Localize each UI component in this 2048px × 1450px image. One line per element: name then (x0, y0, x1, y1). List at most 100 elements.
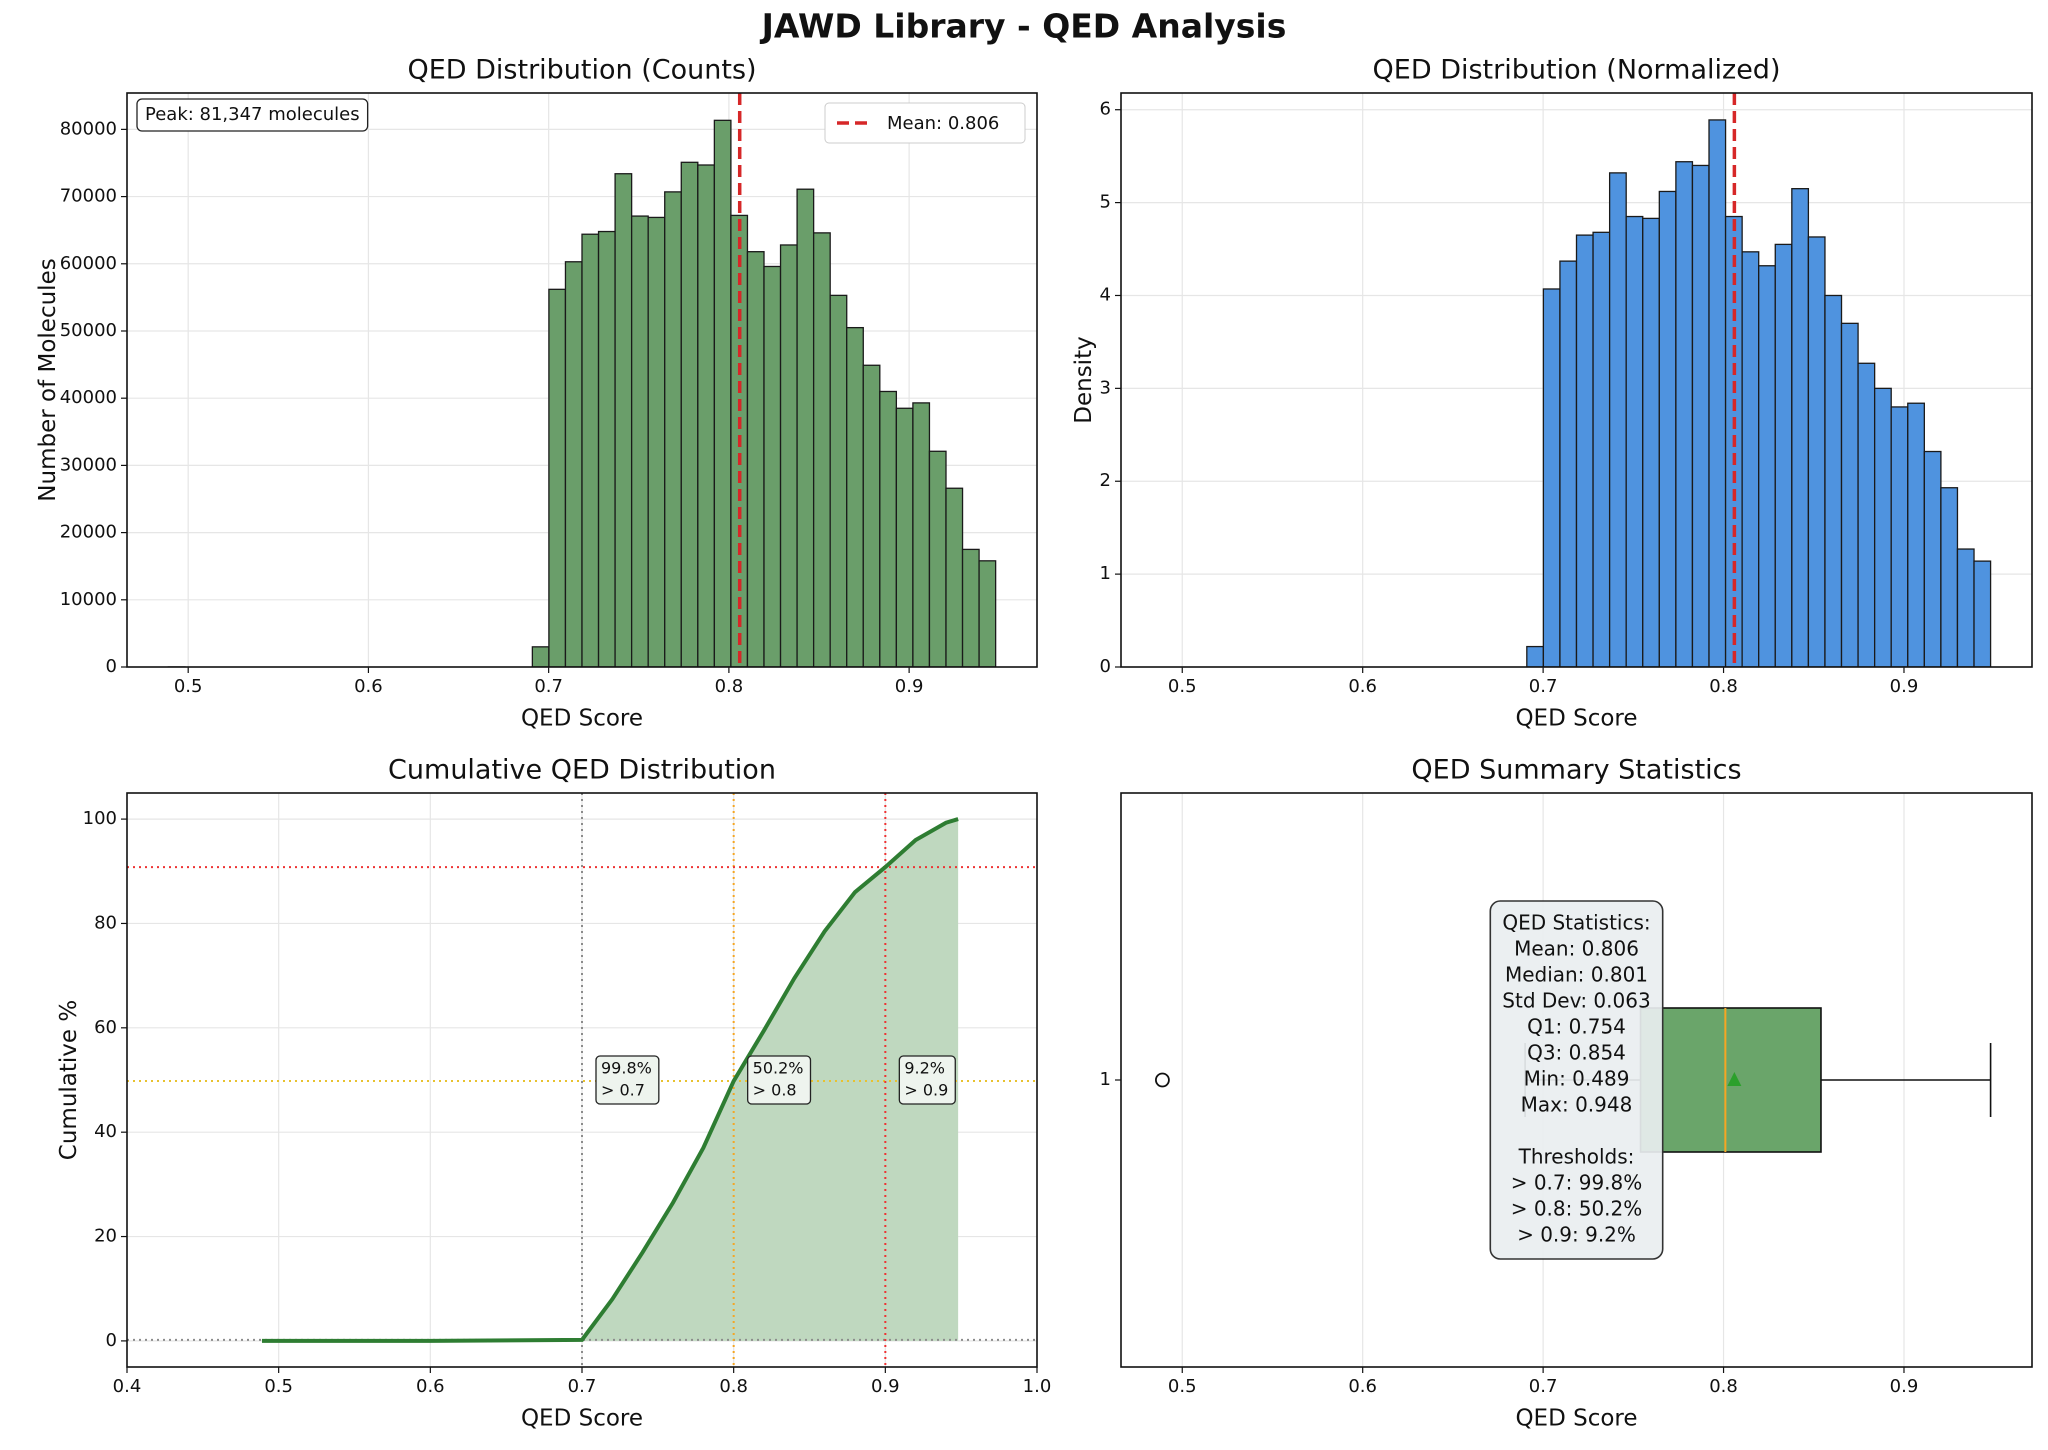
bar (812, 232, 831, 667)
x-tick-label: 0.9 (871, 1376, 900, 1397)
bar (1807, 236, 1826, 667)
threshold-label: 50.2% (753, 1059, 804, 1078)
y-tick-label: 0 (106, 1330, 117, 1351)
stats-line: QED Statistics: (1502, 911, 1650, 935)
bar (548, 288, 567, 667)
x-tick-label: 0.8 (719, 1376, 748, 1397)
bar (597, 230, 616, 667)
y-tick-label: 40000 (60, 387, 117, 408)
mean-marker (1727, 1072, 1742, 1086)
x-tick-label: 0.7 (1529, 676, 1558, 697)
x-tick-label: 0.8 (1709, 1376, 1738, 1397)
threshold-label: 9.2% (904, 1059, 945, 1078)
annotation-box (136, 98, 369, 132)
stats-line: > 0.9: 9.2% (1517, 1223, 1636, 1247)
legend-box (824, 102, 1026, 144)
subplot: 0.5 0.6 0.7 0.8 0.9 0 10000 20000 30000 40000 5000… (35, 55, 1038, 732)
bar (1658, 190, 1677, 667)
bar (564, 261, 583, 667)
x-tick-label: 0.6 (416, 1376, 445, 1397)
bar (1559, 260, 1578, 667)
axes-frame (1120, 92, 2033, 668)
x-axis-label: QED Score (521, 1406, 643, 1432)
bar (1758, 265, 1776, 667)
y-tick-label: 4 (1100, 284, 1111, 305)
bar (630, 215, 649, 667)
y-tick-label: 30000 (60, 454, 117, 475)
bar (581, 233, 600, 667)
y-tick-label: 0 (106, 656, 117, 677)
axis-title: Cumulative QED Distribution (388, 755, 776, 786)
bar (1642, 217, 1660, 667)
y-tick-label: 3 (1100, 377, 1111, 398)
threshold-label-box (898, 1055, 956, 1105)
bar (1873, 387, 1892, 667)
stats-line: Median: 0.801 (1505, 963, 1648, 987)
bar (1542, 288, 1561, 667)
y-tick-label: 80 (94, 912, 117, 933)
bar (746, 251, 765, 667)
stats-line: Mean: 0.806 (1514, 937, 1639, 961)
bar (1608, 172, 1627, 667)
bar (1973, 560, 1992, 667)
axis-title: QED Summary Statistics (1411, 755, 1741, 786)
y-tick-label: 20 (94, 1226, 117, 1247)
bar (1890, 406, 1909, 667)
bar (1592, 231, 1611, 667)
x-axis-label: QED Score (1515, 706, 1637, 732)
bar (1575, 234, 1594, 667)
bar (895, 407, 914, 667)
x-tick-label: 0.8 (1709, 676, 1738, 697)
threshold-label-box (747, 1055, 812, 1105)
axis-title: QED Distribution (Normalized) (1373, 55, 1781, 86)
stats-line: > 0.8: 50.2% (1511, 1197, 1643, 1221)
plot-area (1155, 1007, 1992, 1153)
y-tick-label: 2 (1100, 470, 1111, 491)
bar (1526, 645, 1545, 667)
x-tick-label: 0.7 (568, 1376, 597, 1397)
y-tick-label: 0 (1100, 656, 1111, 677)
bar (713, 119, 732, 667)
bar (1691, 164, 1710, 667)
bar (697, 164, 716, 667)
bar (912, 402, 931, 667)
x-tick-label: 0.8 (715, 676, 744, 697)
x-tick-label: 0.6 (354, 676, 383, 697)
bar (1907, 402, 1925, 667)
x-tick-label: 0.5 (1168, 1376, 1197, 1397)
threshold-label: 99.8% (601, 1059, 652, 1078)
legend-label: Mean: 0.806 (887, 113, 999, 134)
y-tick-label: 40 (94, 1121, 117, 1142)
axes-frame (1120, 792, 2033, 1368)
stats-box (1489, 900, 1664, 1260)
y-tick-label: 10000 (60, 589, 117, 610)
bar (1940, 487, 1959, 667)
x-tick-label: 0.9 (895, 676, 924, 697)
stats-line: Thresholds: (1518, 1145, 1635, 1169)
x-tick-label: 0.4 (113, 1376, 142, 1397)
bar (763, 265, 782, 667)
stats-line: Std Dev: 0.063 (1502, 989, 1650, 1013)
bar (1923, 450, 1942, 667)
stats-line: Q3: 0.854 (1527, 1041, 1626, 1065)
bar (978, 560, 997, 667)
axes-frame (126, 792, 1038, 1368)
bar (1625, 215, 1644, 667)
threshold-label: > 0.9 (904, 1081, 948, 1100)
bar (928, 450, 947, 667)
bar (1791, 188, 1810, 667)
y-tick-label: 50000 (60, 320, 117, 341)
x-tick-label: 0.7 (534, 676, 563, 697)
stats-line: Min: 0.489 (1524, 1067, 1630, 1091)
bar (796, 188, 815, 667)
bar (1840, 322, 1859, 667)
bar (945, 487, 964, 667)
figure-title: JAWD Library - QED Analysis (760, 7, 1287, 46)
y-axis-label: Number of Molecules (35, 258, 61, 501)
bar (961, 548, 980, 667)
bar (862, 364, 881, 667)
plot-area (127, 793, 1037, 1367)
bar (1774, 243, 1793, 667)
bar (1708, 119, 1727, 667)
x-tick-label: 0.6 (1348, 1376, 1377, 1397)
